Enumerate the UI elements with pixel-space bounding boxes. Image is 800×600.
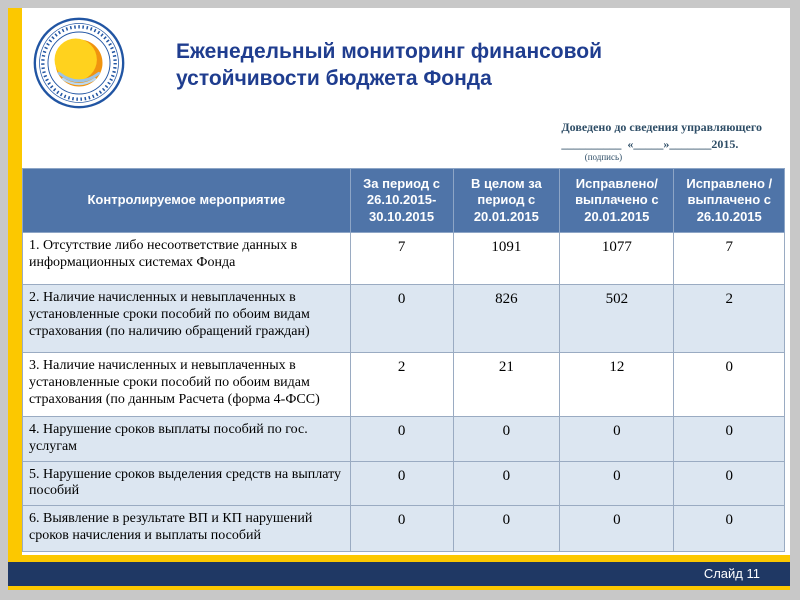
- notice-block: Доведено до сведения управляющего ______…: [561, 120, 762, 162]
- row-value: 0: [349, 460, 454, 507]
- table-row: 1. Отсутствие либо несоответствие данных…: [22, 232, 785, 285]
- row-label: 4. Нарушение сроков выплаты пособий по г…: [22, 416, 351, 462]
- row-value: 1077: [559, 232, 675, 285]
- row-value: 21: [452, 352, 561, 417]
- row-value: 0: [349, 505, 454, 553]
- monitoring-table-container: Контролируемое мероприятие За период с 2…: [22, 168, 785, 553]
- column-header-period: За период с 26.10.2015-30.10.2015: [349, 168, 454, 233]
- row-value: 2: [673, 284, 785, 353]
- row-value: 0: [349, 284, 454, 353]
- row-value: 502: [559, 284, 675, 353]
- footer-accent-top: [8, 555, 790, 562]
- row-value: 0: [673, 505, 785, 553]
- row-value: 0: [673, 460, 785, 507]
- row-value: 0: [559, 416, 675, 462]
- row-value: 0: [349, 416, 454, 462]
- table-header-row: Контролируемое мероприятие За период с 2…: [22, 168, 785, 233]
- row-value: 12: [559, 352, 675, 417]
- signature-blank-line: __________ «_____»_______2015.: [561, 137, 739, 151]
- row-value: 1091: [452, 232, 561, 285]
- row-value: 7: [673, 232, 785, 285]
- row-value: 0: [673, 416, 785, 462]
- column-header-total: В целом за период с 20.01.2015: [452, 168, 561, 233]
- row-value: 0: [673, 352, 785, 417]
- row-value: 0: [559, 460, 675, 507]
- footer-bar: Слайд 11: [8, 562, 790, 586]
- row-value: 826: [452, 284, 561, 353]
- row-value: 2: [349, 352, 454, 417]
- row-value: 0: [452, 416, 561, 462]
- footer-accent-bottom: [8, 586, 790, 590]
- row-label: 5. Нарушение сроков выделения средств на…: [22, 460, 351, 507]
- signature-caption: (подпись): [584, 152, 623, 162]
- table-row: 4. Нарушение сроков выплаты пособий по г…: [22, 416, 785, 462]
- presentation-slide: Еженедельный мониторинг финансовой устой…: [8, 8, 790, 590]
- row-label: 3. Наличие начисленных и невыплаченных в…: [22, 352, 351, 417]
- fss-logo: [32, 16, 126, 110]
- left-accent-bar: [8, 8, 22, 590]
- fss-emblem-icon: [33, 17, 125, 109]
- table-row: 3. Наличие начисленных и невыплаченных в…: [22, 352, 785, 417]
- slide-title: Еженедельный мониторинг финансовой устой…: [176, 40, 603, 91]
- row-label: 6. Выявление в результате ВП и КП наруше…: [22, 505, 351, 553]
- row-value: 7: [349, 232, 454, 285]
- row-label: 2. Наличие начисленных и невыплаченных в…: [22, 284, 351, 353]
- table-row: 5. Нарушение сроков выделения средств на…: [22, 460, 785, 507]
- slide-number: Слайд 11: [703, 566, 760, 581]
- column-header-activity: Контролируемое мероприятие: [22, 168, 351, 233]
- row-value: 0: [452, 460, 561, 507]
- table-row: 6. Выявление в результате ВП и КП наруше…: [22, 505, 785, 553]
- row-value: 0: [559, 505, 675, 553]
- row-label: 1. Отсутствие либо несоответствие данных…: [22, 232, 351, 285]
- column-header-fixed-total: Исправлено/ выплачено с 20.01.2015: [559, 168, 675, 233]
- notice-line: Доведено до сведения управляющего: [561, 120, 762, 134]
- column-header-fixed-period: Исправлено / выплачено с 26.10.2015: [673, 168, 785, 233]
- monitoring-table: Контролируемое мероприятие За период с 2…: [22, 168, 785, 553]
- row-value: 0: [452, 505, 561, 553]
- table-row: 2. Наличие начисленных и невыплаченных в…: [22, 284, 785, 353]
